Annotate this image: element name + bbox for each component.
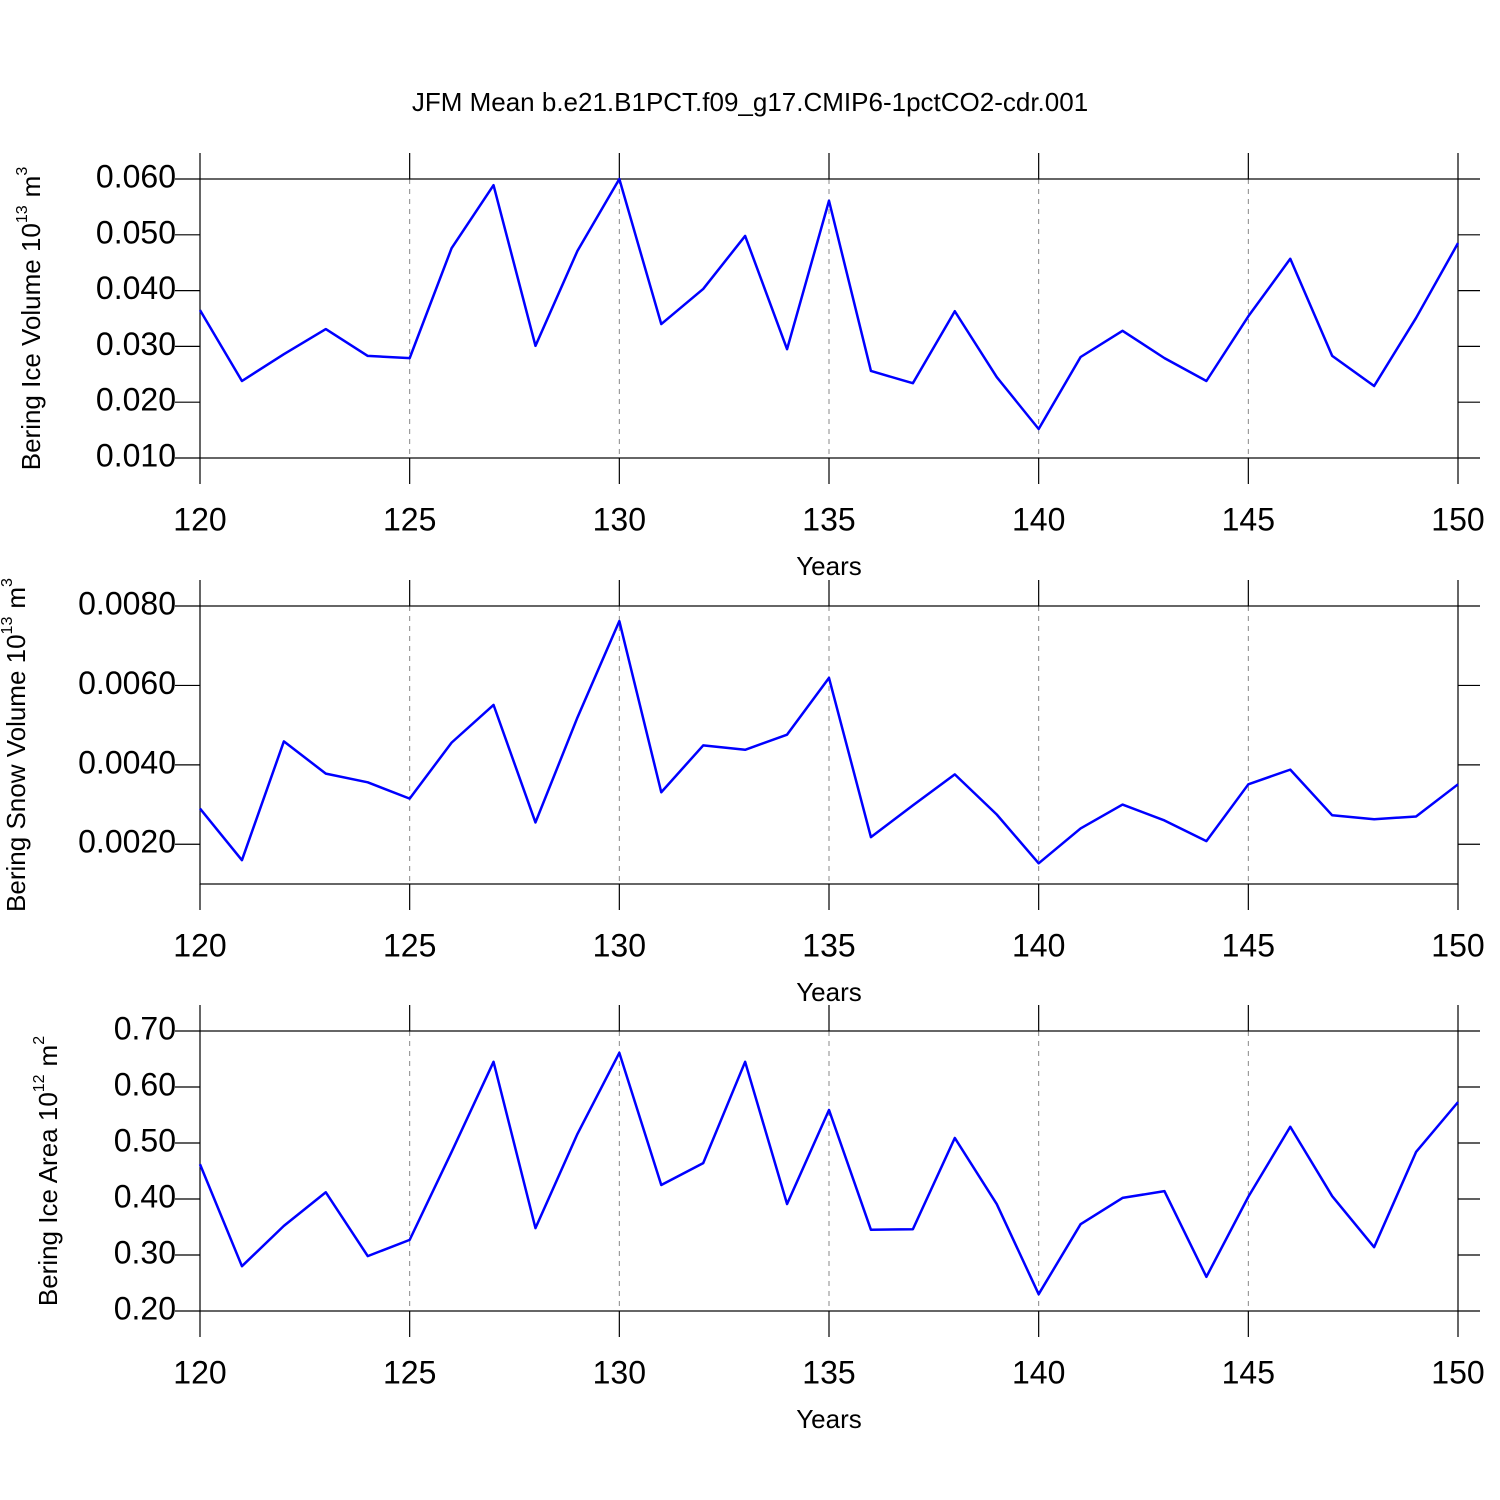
y-tick-label: 0.0080 [78,585,176,621]
data-line [199,619,1459,865]
y-tick-label: 0.20 [114,1290,176,1326]
y-label-unit-exponent: 3 [0,578,16,587]
x-axis-label: Years [796,1404,862,1434]
x-tick-label: 120 [173,927,226,963]
y-label-exponent: 13 [14,205,31,223]
y-tick-label: 0.60 [114,1066,176,1102]
y-label-unit: m [16,176,46,198]
figure-title: JFM Mean b.e21.B1PCT.f09_g17.CMIP6-1pctC… [412,87,1088,117]
data-line [198,1051,1459,1296]
y-tick-label: 0.050 [96,214,176,250]
plot-frame [199,1030,1459,1312]
y-tick-label: 0.060 [96,158,176,194]
x-tick-label: 140 [1012,501,1065,537]
y-label-exponent: 12 [31,1074,48,1092]
y-axis-label: Bering Ice Area 1012 m2 [31,1036,63,1306]
y-tick-label: 0.0060 [78,665,176,701]
y-tick-label: 0.30 [114,1234,176,1270]
y-label-unit: m [33,1045,63,1067]
y-tick-label: 0.40 [114,1178,176,1214]
x-axis-label: Years [796,977,862,1007]
x-tick-label: 130 [593,501,646,537]
y-tick-label: 0.70 [114,1010,176,1046]
x-tick-label: 130 [593,1354,646,1390]
data-line [198,177,1460,431]
y-tick-label: 0.020 [96,382,176,418]
y-label-exponent: 13 [0,617,16,635]
y-label-unit-exponent: 3 [14,167,31,176]
y-axis-label: Bering Ice Volume 1013 m3 [14,167,46,471]
x-axis-label: Years [796,551,862,581]
x-tick-label: 145 [1222,501,1275,537]
x-tick-label: 120 [173,1354,226,1390]
x-tick-label: 120 [173,501,226,537]
y-tick-label: 0.030 [96,326,176,362]
x-tick-label: 145 [1222,1354,1275,1390]
y-tick-label: 0.040 [96,270,176,306]
x-tick-label: 125 [383,927,436,963]
x-tick-label: 125 [383,501,436,537]
x-tick-label: 135 [802,501,855,537]
y-tick-label: 0.50 [114,1122,176,1158]
plot-frame [199,178,1459,459]
y-label-text: Bering Snow Volume 10 [1,634,31,912]
y-tick-label: 0.0020 [78,824,176,860]
y-label-unit-exponent: 2 [31,1036,48,1045]
x-tick-label: 125 [383,1354,436,1390]
x-tick-label: 135 [802,1354,855,1390]
y-tick-label: 0.0040 [78,744,176,780]
x-tick-label: 150 [1431,1354,1484,1390]
y-label-unit: m [1,587,31,609]
x-tick-label: 130 [593,927,646,963]
y-label-text: Bering Ice Area 10 [33,1092,63,1306]
y-tick-label: 0.010 [96,437,176,473]
x-tick-label: 135 [802,927,855,963]
y-label-text: Bering Ice Volume 10 [16,223,46,470]
x-tick-label: 150 [1431,501,1484,537]
plot-frame [199,605,1459,885]
x-tick-label: 140 [1012,927,1065,963]
x-tick-label: 140 [1012,1354,1065,1390]
x-tick-label: 145 [1222,927,1275,963]
x-tick-label: 150 [1431,927,1484,963]
y-axis-label: Bering Snow Volume 1013 m3 [0,578,31,912]
